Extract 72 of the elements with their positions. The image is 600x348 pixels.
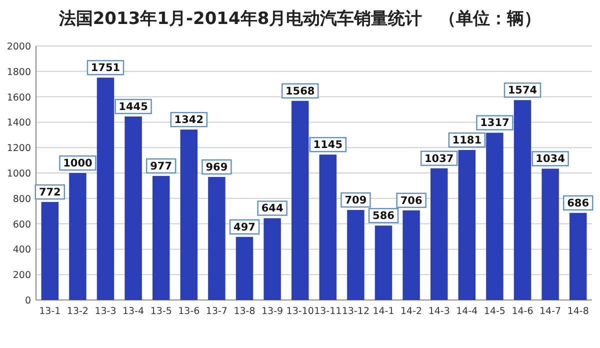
bar	[236, 236, 254, 300]
bar	[402, 210, 420, 300]
x-tick-label: 13-11	[314, 306, 342, 317]
bar	[347, 210, 364, 300]
bar	[374, 226, 392, 300]
data-label: 706	[400, 194, 422, 207]
x-tick-label: 13-8	[234, 306, 256, 317]
y-tick-label: 2000	[6, 42, 31, 52]
bar	[569, 212, 587, 300]
bar	[41, 202, 59, 300]
y-tick-label: 1400	[6, 118, 31, 129]
y-tick-label: 600	[12, 219, 31, 230]
y-tick-label: 200	[12, 270, 31, 282]
bar	[124, 116, 142, 300]
y-tick-label: 1200	[6, 143, 31, 154]
bar	[264, 218, 281, 300]
y-tick-label: 1000	[6, 168, 31, 180]
y-tick-label: 400	[12, 244, 31, 256]
y-tick-label: 0	[24, 296, 31, 306]
x-tick-label: 13-2	[66, 306, 88, 317]
bar	[486, 132, 504, 300]
x-tick-label: 14-4	[456, 306, 478, 317]
x-tick-label: 13-4	[122, 306, 144, 317]
data-label: 772	[38, 186, 61, 198]
x-tick-label: 13-10	[286, 306, 314, 317]
data-label: 686	[567, 197, 590, 210]
data-label: 1445	[118, 100, 148, 113]
bar	[152, 176, 170, 300]
x-tick-label: 14-5	[484, 306, 506, 317]
x-tick-label: 13-9	[262, 306, 284, 317]
bar	[430, 168, 448, 300]
data-label: 644	[261, 202, 284, 215]
data-label: 1037	[424, 152, 454, 165]
data-label: 977	[150, 160, 172, 172]
data-label: 1317	[480, 117, 510, 130]
x-tick-label: 14-8	[567, 306, 589, 317]
chart-title: 法国2013年1月-2014年8月电动汽车销量统计 （单位：辆）	[58, 9, 542, 29]
bar	[542, 168, 559, 300]
data-label: 1181	[452, 134, 482, 147]
bar	[96, 78, 114, 300]
bar	[69, 173, 86, 300]
data-label: 1574	[508, 84, 538, 97]
bar	[208, 176, 226, 300]
data-label: 1342	[174, 114, 204, 126]
bar	[291, 100, 309, 300]
x-tick-label: 14-1	[372, 306, 394, 317]
data-label: 1568	[285, 85, 315, 98]
bar	[319, 154, 337, 300]
bar	[514, 100, 532, 300]
x-tick-label: 13-12	[342, 306, 370, 317]
x-tick-label: 14-7	[540, 306, 562, 317]
data-label: 1034	[536, 153, 565, 166]
bar	[180, 130, 198, 300]
data-label: 969	[206, 161, 228, 174]
bar	[458, 150, 476, 300]
x-tick-label: 14-3	[428, 306, 450, 317]
x-tick-label: 13-3	[94, 306, 116, 317]
data-label: 1145	[313, 139, 343, 152]
x-tick-label: 13-6	[178, 306, 200, 317]
x-tick-label: 14-2	[400, 306, 422, 317]
data-label: 586	[372, 210, 394, 222]
data-label: 1000	[63, 158, 92, 170]
data-label: 1751	[90, 62, 120, 74]
y-tick-label: 1600	[6, 92, 31, 104]
data-label: 709	[344, 194, 367, 206]
y-tick-label: 800	[12, 194, 31, 205]
data-label: 497	[234, 221, 256, 234]
y-tick-label: 1800	[6, 66, 31, 78]
x-tick-label: 13-1	[39, 306, 61, 317]
x-tick-label: 13-5	[150, 306, 172, 317]
x-tick-label: 13-7	[206, 306, 228, 317]
x-tick-label: 14-6	[512, 306, 534, 317]
